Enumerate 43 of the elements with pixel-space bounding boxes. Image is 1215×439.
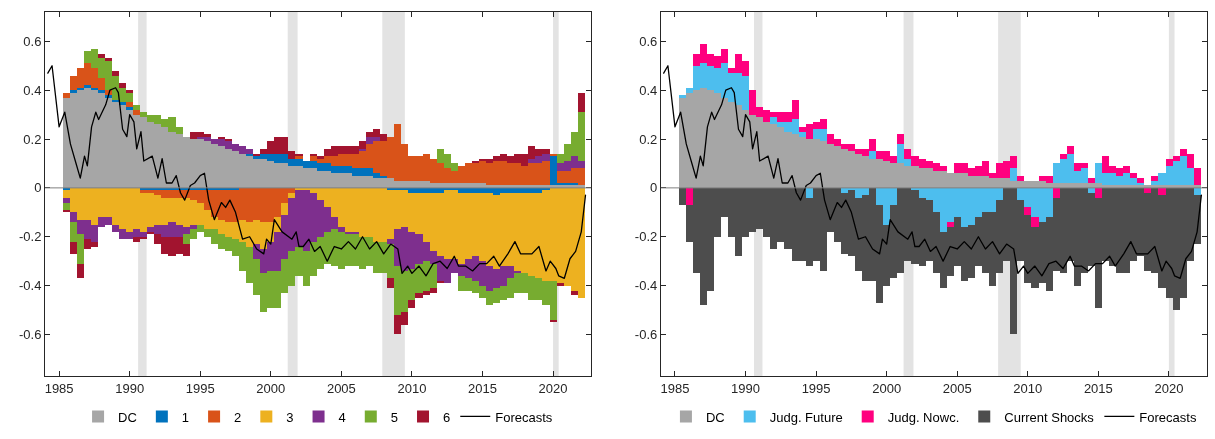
y-tick-label: 0.2 [23,131,42,147]
legend-label: Forecasts [495,409,553,425]
y-tick-label: 0.4 [23,82,42,98]
legend-label: DC [118,409,137,425]
x-tick-label: 1985 [660,380,690,396]
y-tick-label: 0 [34,180,42,196]
x-tick-label: 2010 [1013,380,1043,396]
legend-label: Judg. Nowc. [887,409,960,425]
legend-label: Judg. Future [769,409,843,425]
y-tick-label: -0.6 [634,327,658,343]
x-tick-label: 2015 [468,380,497,396]
x-tick-label: 2010 [397,380,427,396]
legend-label: 1 [181,409,190,425]
x-tick-label: 1995 [185,380,215,396]
legend-label: 2 [234,409,242,425]
legend-label: Forecasts [1139,409,1197,425]
y-tick-label: 0.6 [23,33,42,49]
legend-label: 3 [286,409,294,425]
x-tick-label: 2000 [256,380,286,396]
legend-label: 4 [338,409,346,425]
x-tick-label: 2020 [538,380,568,396]
x-tick-label: 2005 [326,380,356,396]
legend-label: Current Shocks [1004,409,1095,425]
y-tick-label: 0.6 [639,33,658,49]
y-tick-label: -0.4 [18,278,42,294]
x-tick-label: 1990 [115,380,145,396]
x-tick-label: 2005 [942,380,972,396]
y-tick-label: -0.2 [18,229,42,245]
legend-label: DC [705,409,725,425]
x-tick-label: 1990 [731,380,760,396]
x-tick-label: 2000 [872,380,902,396]
y-tick-label: -0.4 [634,278,658,294]
legend-label: 6 [443,409,451,425]
x-tick-label: 1985 [44,380,74,396]
legend-label: 5 [390,409,399,425]
x-tick-label: 1995 [801,380,831,396]
y-tick-label: 0.2 [639,131,658,147]
x-tick-label: 2015 [1083,380,1113,396]
x-tick-label: 2020 [1154,380,1184,396]
y-tick-label: -0.2 [634,229,658,245]
y-tick-label: 0 [650,180,658,196]
y-tick-label: 0.4 [639,82,658,98]
y-tick-label: -0.6 [18,327,42,343]
